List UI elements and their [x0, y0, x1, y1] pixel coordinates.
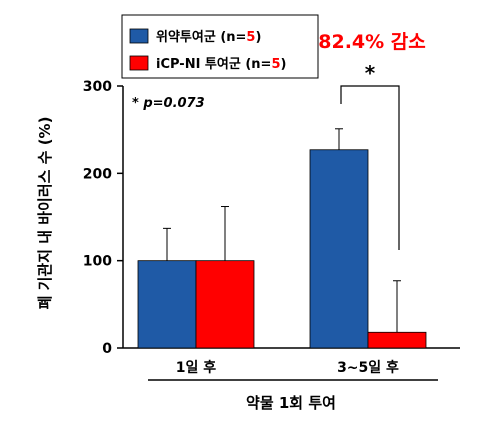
- legend-swatch-icpni: [129, 55, 149, 71]
- bar-icpni-0: [195, 260, 255, 349]
- y-tick-label: 0: [102, 341, 112, 357]
- legend: 위약투여군 (n=5) iCP-NI 투여군 (n=5): [121, 14, 319, 79]
- significance-star: *: [365, 61, 376, 85]
- significance-bracket: [340, 85, 400, 250]
- legend-label-placebo: 위약투여군 (n=5): [156, 29, 261, 45]
- x-tick-labels: 1일 후 3~5일 후: [176, 360, 399, 376]
- y-ticks: 0 100 200 300: [83, 79, 123, 357]
- x-tick-label: 1일 후: [176, 360, 216, 376]
- reduction-annotation: 82.4% 감소: [318, 31, 426, 53]
- y-tick-label: 300: [83, 79, 112, 95]
- bar-placebo-1: [309, 149, 369, 349]
- bar-placebo-0: [137, 260, 197, 349]
- p-value-annotation: * p=0.073: [132, 96, 205, 111]
- y-tick-label: 100: [83, 254, 112, 270]
- legend-frame: [121, 14, 319, 79]
- legend-swatch-placebo: [129, 28, 149, 44]
- y-axis-label: 폐 기관지 내 바이러스 수 (%): [36, 117, 54, 310]
- x-axis-label: 약물 1회 투여: [246, 394, 336, 412]
- error-bars: [163, 128, 401, 333]
- bar-icpni-1: [367, 331, 427, 349]
- bars: [137, 149, 427, 349]
- x-tick-label: 3~5일 후: [337, 360, 399, 376]
- legend-label-icpni: iCP-NI 투여군 (n=5): [156, 56, 286, 72]
- y-tick-label: 200: [83, 166, 112, 182]
